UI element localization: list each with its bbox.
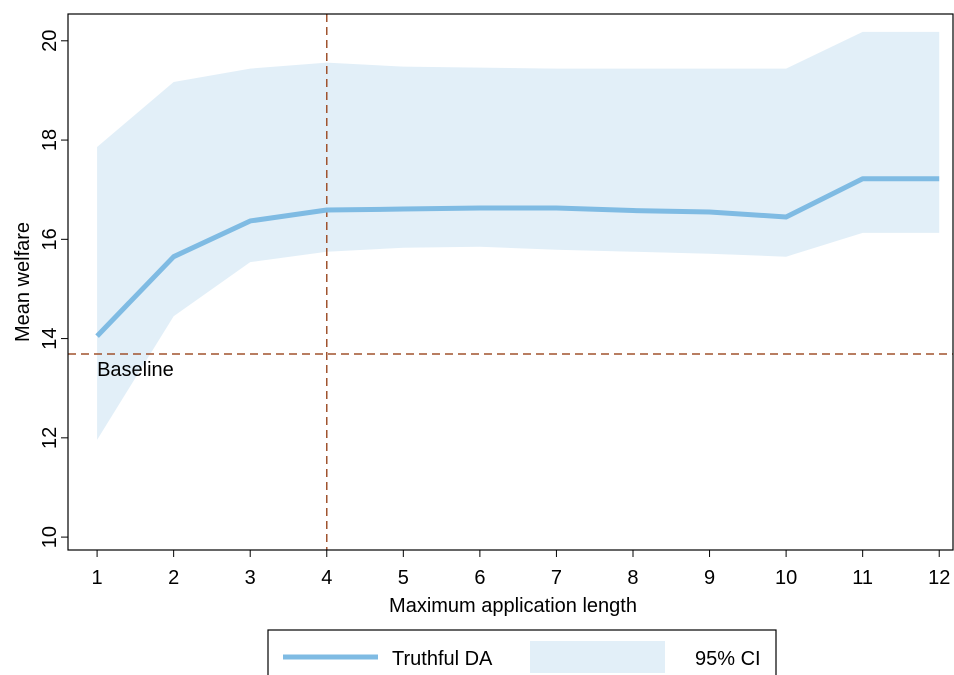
x-tick-label: 9 <box>704 567 715 589</box>
y-tick-label: 10 <box>39 526 61 548</box>
x-tick-label: 5 <box>398 567 409 589</box>
series-line <box>95 176 940 338</box>
y-tick-label: 20 <box>39 30 61 52</box>
y-tick-label: 14 <box>39 327 61 349</box>
y-axis-label: Mean welfare <box>12 222 34 342</box>
x-tick-label: 2 <box>168 567 179 589</box>
legend-label: 95% CI <box>695 648 761 670</box>
y-tick-label: 12 <box>39 427 61 449</box>
x-tick-label: 7 <box>551 567 562 589</box>
x-axis-label: Maximum application length <box>389 595 637 617</box>
x-tick-label: 8 <box>627 567 638 589</box>
x-tick-label: 10 <box>775 567 797 589</box>
x-tick-label: 12 <box>928 567 950 589</box>
ci-band <box>97 31 940 440</box>
legend-band-swatch <box>530 641 665 673</box>
x-tick-label: 11 <box>852 567 873 589</box>
legend-label: Truthful DA <box>392 648 493 670</box>
x-tick-label: 1 <box>92 567 103 589</box>
baseline-label: Baseline <box>97 359 174 381</box>
x-tick-label: 6 <box>474 567 485 589</box>
plot-frame <box>67 13 954 551</box>
legend-box <box>267 629 777 675</box>
y-tick-label: 16 <box>39 228 61 250</box>
x-tick-label: 3 <box>245 567 256 589</box>
y-tick-label: 18 <box>39 129 61 151</box>
x-tick-label: 4 <box>321 567 332 589</box>
